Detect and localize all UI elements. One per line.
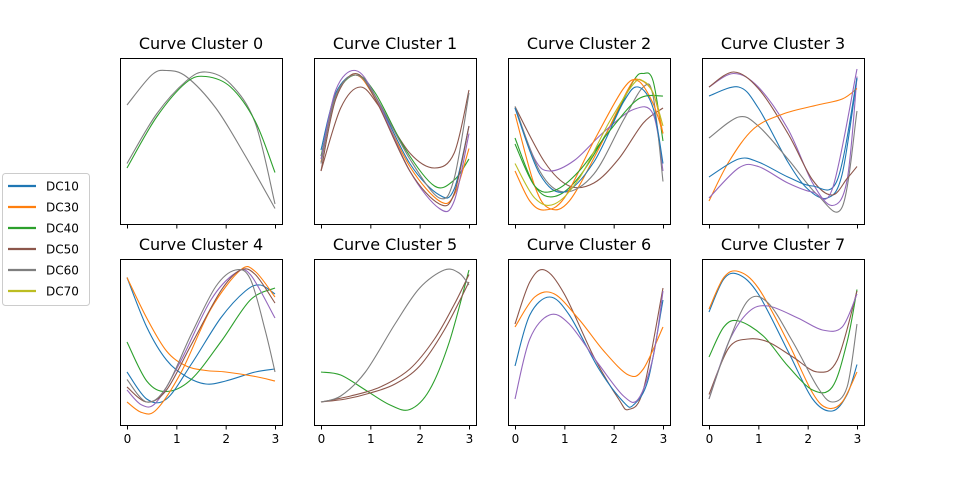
x-tick-label: 1 [755,432,763,446]
x-tick-label: 0 [512,432,520,446]
series-line [514,86,664,193]
series-line [708,88,858,202]
series-line [320,269,470,411]
legend-item: DC50 [8,243,79,257]
series-line [708,272,858,412]
series-line [126,266,276,415]
series-line [708,77,858,200]
subplot-title: Curve Cluster 3 [721,34,845,53]
series-line [514,79,664,211]
subplot-title: Curve Cluster 4 [139,235,263,254]
series-line [126,268,276,403]
series-line [514,290,664,403]
subplot-title: Curve Cluster 2 [527,34,651,53]
x-tick-label: 2 [222,432,230,446]
series-line [708,77,858,191]
legend-item: DC10 [8,180,79,194]
x-tick-label: 3 [660,432,668,446]
subplot-title: Curve Cluster 5 [333,235,457,254]
series-line [708,68,858,200]
legend-label: DC50 [46,243,79,257]
x-tick-label: 2 [610,432,618,446]
series-line [126,71,276,205]
axes-frame [120,58,283,225]
legend-label: DC30 [46,201,79,215]
series-line [126,284,276,404]
legend-item: DC40 [8,222,79,236]
x-tick-label: 2 [416,432,424,446]
series-line [708,71,858,196]
series-line [126,268,276,408]
axes-frame [508,58,671,225]
subplot-title: Curve Cluster 7 [721,235,845,254]
legend-label: DC60 [46,264,79,278]
subplot-0: Curve Cluster 0 [120,34,283,229]
subplot-title: Curve Cluster 6 [527,235,651,254]
axes-frame [120,259,283,426]
subplot-3: Curve Cluster 3 [702,34,865,229]
series-line [514,106,664,189]
axes-frame [314,259,477,426]
x-tick-label: 1 [173,432,181,446]
series-line [126,69,276,209]
subplot-4: Curve Cluster 4 0 1 2 3 [120,235,283,446]
series-line [514,291,664,378]
subplot-7: Curve Cluster 7 0 1 2 3 [702,235,865,446]
series-line [126,268,276,403]
series-line [708,290,858,395]
series-line [126,277,276,382]
axes-frame [508,259,671,426]
subplot-6: Curve Cluster 6 0 1 2 3 [508,235,671,446]
series-line [320,74,470,200]
legend-label: DC40 [46,222,79,236]
series-line [320,86,470,172]
legend-item: DC70 [8,285,79,299]
x-tick-label: 0 [124,432,132,446]
series-line [514,72,664,198]
series-line [514,78,664,211]
series-line [514,78,664,206]
legend-label: DC10 [46,180,79,194]
subplot-5: Curve Cluster 5 0 1 2 3 [314,235,477,446]
x-tick-label: 2 [804,432,812,446]
series-line [320,281,470,403]
x-tick-label: 3 [854,432,862,446]
x-tick-label: 1 [367,432,375,446]
legend: DC10 DC30 DC40 DC50 DC60 DC70 [2,173,90,306]
x-tick-label: 3 [466,432,474,446]
legend-item: DC30 [8,201,79,215]
series-line [320,268,470,403]
series-line [126,75,276,173]
series-line [708,110,858,213]
series-line [514,94,664,193]
series-line [514,269,664,411]
series-line [708,289,858,394]
series-line [320,69,470,213]
series-line [708,270,858,410]
x-tick-label: 0 [318,432,326,446]
axes-frame [314,58,477,225]
series-line [514,106,664,172]
x-tick-label: 3 [272,432,280,446]
series-line [126,287,276,393]
legend-label: DC70 [46,285,79,299]
x-tick-label: 0 [706,432,714,446]
series-line [514,296,664,408]
legend-item: DC60 [8,264,79,278]
subplot-1: Curve Cluster 1 [314,34,477,229]
subplot-grid: Curve Cluster 0 Curve Cluster 1 Curve Clus… [120,34,865,446]
series-line [320,74,470,199]
series-line [320,274,470,403]
subplot-title: Curve Cluster 0 [139,34,263,53]
subplot-title: Curve Cluster 1 [333,34,457,53]
series-line [708,295,858,403]
series-line [320,72,470,207]
subplot-2: Curve Cluster 2 [508,34,671,229]
series-line [126,277,276,385]
x-tick-label: 1 [561,432,569,446]
axes-frame [702,259,865,426]
series-line [514,83,664,193]
axes-frame [702,58,865,225]
